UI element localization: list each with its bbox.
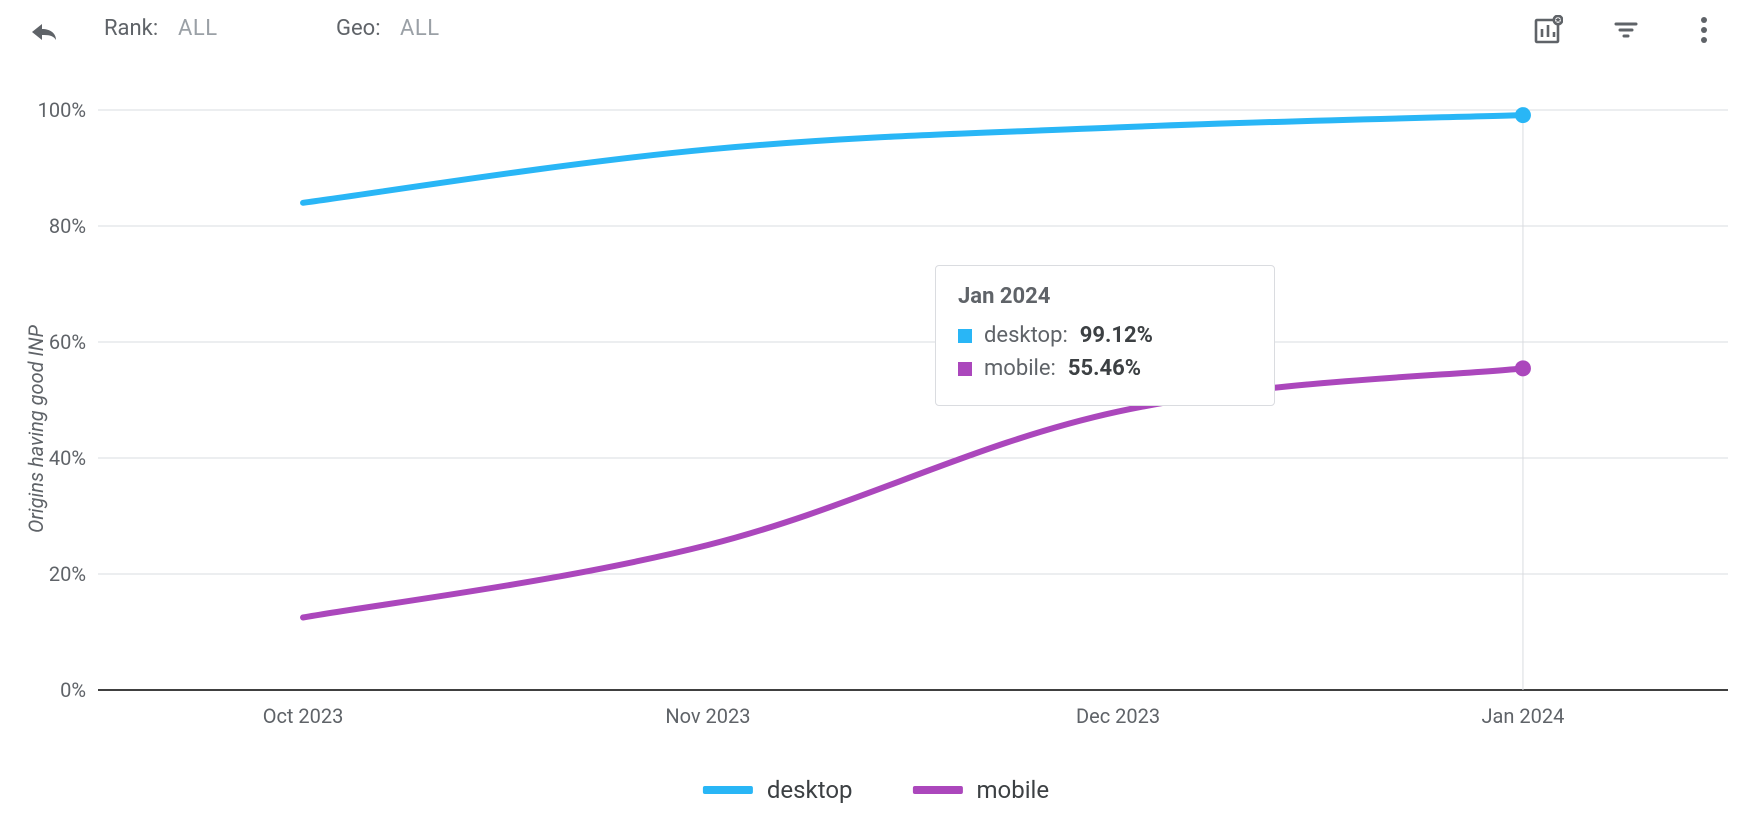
tooltip-series-value: 55.46% bbox=[1068, 356, 1141, 381]
y-tick-label: 0% bbox=[60, 678, 86, 702]
y-axis-title: Origins having good INP bbox=[24, 326, 48, 534]
y-tick-label: 40% bbox=[49, 446, 86, 470]
tooltip-series-swatch bbox=[958, 362, 972, 376]
x-tick-label: Jan 2024 bbox=[1481, 704, 1564, 728]
chart-tooltip: Jan 2024 desktop: 99.12% mobile: 55.46% bbox=[935, 265, 1275, 406]
filter-icon[interactable] bbox=[1608, 12, 1644, 48]
line-chart bbox=[98, 110, 1728, 690]
geo-filter-label: Geo: bbox=[336, 16, 381, 41]
legend-swatch bbox=[703, 786, 753, 794]
y-tick-label: 100% bbox=[38, 98, 86, 122]
x-tick-label: Oct 2023 bbox=[263, 704, 344, 728]
chart-config-icon[interactable] bbox=[1530, 12, 1566, 48]
tooltip-series-label: desktop: bbox=[984, 323, 1068, 348]
more-vert-icon[interactable] bbox=[1686, 12, 1722, 48]
tooltip-series-value: 99.12% bbox=[1080, 323, 1153, 348]
tooltip-series-label: mobile: bbox=[984, 356, 1056, 381]
geo-filter-value[interactable]: ALL bbox=[400, 16, 440, 41]
dashboard-root: Rank: ALL Geo: ALL bbox=[0, 0, 1752, 826]
y-tick-label: 20% bbox=[49, 562, 86, 586]
tooltip-title: Jan 2024 bbox=[958, 284, 1252, 309]
x-tick-label: Nov 2023 bbox=[665, 704, 750, 728]
legend-item[interactable]: mobile bbox=[912, 776, 1049, 804]
tooltip-series-swatch bbox=[958, 329, 972, 343]
y-tick-label: 60% bbox=[49, 330, 86, 354]
rank-filter-label: Rank: bbox=[104, 16, 158, 41]
toolbar: Rank: ALL Geo: ALL bbox=[0, 10, 1752, 50]
chart-area: 0%20%40%60%80%100%Oct 2023Nov 2023Dec 20… bbox=[98, 110, 1728, 690]
x-tick-label: Dec 2023 bbox=[1076, 704, 1160, 728]
rank-filter-value[interactable]: ALL bbox=[178, 16, 218, 41]
legend-label: mobile bbox=[976, 776, 1049, 804]
tooltip-row: desktop: 99.12% bbox=[958, 323, 1252, 348]
legend-item[interactable]: desktop bbox=[703, 776, 853, 804]
tooltip-row: mobile: 55.46% bbox=[958, 356, 1252, 381]
undo-icon[interactable] bbox=[24, 18, 60, 46]
legend-swatch bbox=[912, 786, 962, 794]
legend-label: desktop bbox=[767, 776, 853, 804]
y-tick-label: 80% bbox=[49, 214, 86, 238]
chart-legend: desktop mobile bbox=[703, 776, 1049, 804]
